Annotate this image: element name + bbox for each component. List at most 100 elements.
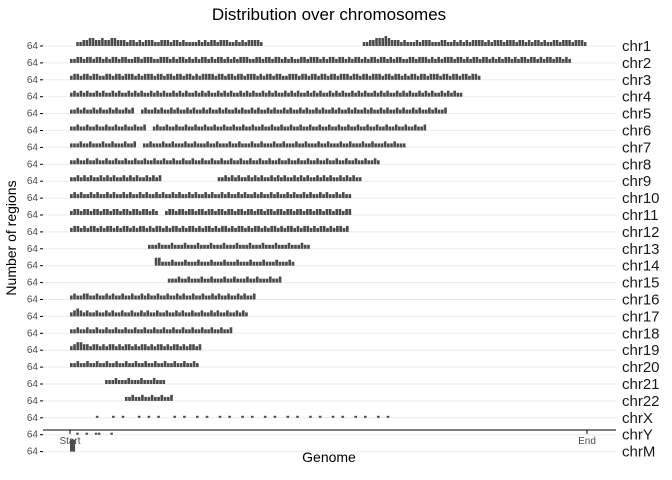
bar-chr5 [150, 109, 154, 114]
bar-chr1 [565, 40, 568, 46]
bar-chr6 [296, 126, 299, 131]
bar-chr12 [211, 227, 214, 232]
bar-chr2 [555, 56, 559, 63]
bar-chr6 [108, 126, 111, 131]
bar-chr6 [114, 124, 118, 131]
facet-label: chrX [622, 410, 653, 427]
bar-chr11 [207, 209, 211, 215]
bar-chr20 [173, 361, 177, 368]
bar-chr7 [225, 143, 228, 148]
bar-chr10 [269, 192, 273, 199]
bar-chr20 [105, 361, 109, 368]
bar-chr17 [105, 310, 108, 317]
bar-chr3 [384, 73, 388, 80]
bar-chr7 [399, 143, 403, 148]
bar-chr8 [105, 158, 108, 165]
bar-chr11 [282, 211, 286, 215]
bar-chr7 [101, 141, 105, 148]
bar-chr17 [70, 312, 73, 317]
bar-chr9 [293, 175, 296, 182]
bar-chr1 [216, 42, 219, 46]
bar-chr2 [223, 58, 226, 63]
bar-chr20 [189, 363, 193, 368]
bar-chr15 [190, 278, 194, 283]
bar-chr10 [99, 194, 103, 199]
bar-chr21 [152, 378, 156, 384]
bar-chr5 [321, 107, 325, 114]
bar-chr9 [296, 177, 300, 182]
bar-chr4 [405, 92, 409, 97]
bar-chr6 [251, 124, 255, 131]
bar-chr9 [286, 177, 290, 182]
bar-chr1 [157, 42, 160, 46]
bar-chr8 [242, 160, 246, 165]
bar-chr10 [246, 194, 250, 199]
bar-chr11 [70, 211, 73, 215]
bar-chr12 [204, 225, 208, 232]
bar-chr14 [226, 261, 230, 266]
bar-chr6 [401, 126, 404, 131]
bar-chr4 [181, 92, 185, 97]
bar-chr16 [76, 295, 80, 300]
bar-chr2 [322, 56, 325, 63]
bar-chr1 [521, 40, 525, 46]
y-tick-label: 64 [27, 311, 39, 322]
bar-chr3 [208, 73, 211, 80]
bar-chr7 [238, 141, 241, 148]
y-tick-label: 64 [27, 278, 39, 289]
bar-chr1 [253, 40, 257, 46]
bar-chr3 [188, 73, 192, 80]
bar-chr17 [127, 312, 130, 317]
facet-label: chr17 [622, 308, 660, 325]
bar-chr2 [252, 58, 255, 63]
bar-chr17 [146, 310, 150, 317]
bar-chr11 [73, 209, 76, 215]
bar-chr10 [332, 194, 335, 199]
bar-chr17 [82, 312, 86, 317]
bar-chr3 [134, 75, 137, 80]
bar-chr9 [339, 175, 342, 182]
bar-chr4 [210, 92, 214, 97]
bar-chr19 [134, 344, 137, 351]
bar-chr7 [361, 141, 365, 148]
bar-chr7 [187, 143, 190, 148]
bar-chr5 [295, 109, 299, 114]
bar-chr1 [446, 42, 450, 46]
bar-chr4 [162, 90, 166, 97]
bar-chr5 [182, 109, 186, 114]
bar-chr4 [188, 92, 191, 97]
bar-chr17 [89, 312, 92, 317]
x-tick-label-end: End [578, 436, 596, 447]
bar-chr10 [328, 194, 332, 199]
bar-chr3 [429, 73, 433, 80]
bar-chr11 [145, 209, 149, 215]
bar-chr15 [174, 278, 178, 283]
bar-chr3 [182, 75, 186, 80]
bar-chr11 [214, 211, 217, 215]
bar-chrX [318, 415, 322, 418]
bar-chr1 [425, 40, 428, 46]
bar-chr10 [165, 194, 168, 199]
bar-chr10 [122, 192, 126, 199]
bar-chr10 [276, 192, 280, 199]
bar-chr2 [85, 56, 89, 63]
bar-chr2 [418, 56, 421, 63]
bar-chr14 [177, 261, 181, 266]
bar-chr1 [247, 40, 251, 46]
bar-chr10 [138, 192, 142, 199]
bar-chr1 [530, 42, 534, 46]
bar-chr12 [175, 225, 178, 232]
bar-chr6 [292, 126, 296, 131]
bar-chr13 [261, 242, 265, 249]
bar-chr5 [408, 109, 412, 114]
bar-chr13 [222, 242, 226, 249]
bar-chr5 [302, 109, 305, 114]
bar-chr19 [147, 346, 150, 351]
bar-chr10 [135, 194, 139, 199]
bar-chr4 [153, 92, 156, 97]
bar-chr17 [140, 310, 143, 317]
bar-chr19 [172, 344, 176, 351]
bar-chr7 [127, 143, 130, 148]
bar-chr12 [250, 227, 254, 232]
bar-chr8 [245, 160, 249, 165]
